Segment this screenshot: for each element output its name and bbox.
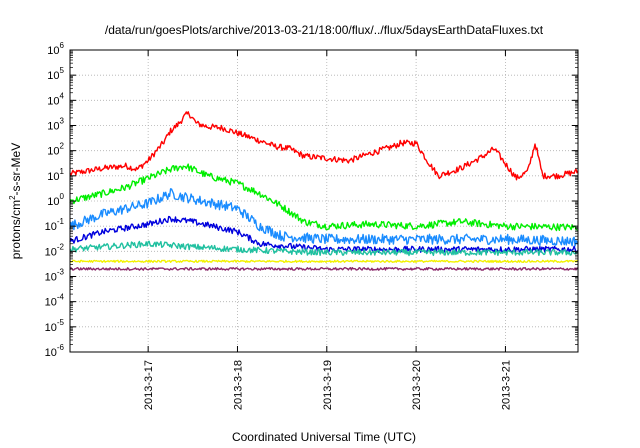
x-tick-label: 2013-3-18: [232, 360, 244, 410]
y-tick-label: 103: [47, 117, 64, 133]
y-tick-label: 10-5: [45, 318, 65, 334]
series-lines: [69, 111, 579, 271]
y-axis-label-post: -s-sr-MeV: [9, 143, 23, 196]
y-tick-label: 104: [47, 91, 64, 107]
y-tick-label: 10-4: [45, 293, 65, 309]
y-tick-label: 100: [47, 192, 64, 208]
x-tick-label: 2013-3-19: [322, 360, 334, 410]
y-tick-label: 10-1: [45, 217, 65, 233]
x-axis-label: Coordinated Universal Time (UTC): [232, 430, 416, 444]
y-tick-label: 102: [47, 142, 64, 158]
y-tick-label: 106: [47, 41, 64, 57]
y-tick-label: 10-6: [45, 343, 65, 359]
x-tick-label: 2013-3-20: [411, 360, 423, 410]
series-line-2: [69, 163, 579, 232]
series-line-3: [69, 188, 579, 247]
series-line-7: [69, 267, 579, 271]
x-tick-label: 2013-3-17: [143, 360, 155, 410]
y-tick-label: 105: [47, 66, 64, 82]
y-axis-ticks: 10-6 10-5 10-4 10-3 10-2 10-1 100 101 102 103 104 1…: [45, 41, 578, 359]
y-tick-label: 10-2: [45, 242, 65, 258]
chart-title: /data/run/goesPlots/archive/2013-03-21/1…: [105, 23, 544, 37]
series-line-5: [69, 240, 579, 257]
x-axis-ticks: 2013-3-17 2013-3-18 2013-3-19 2013-3-20 2013…: [143, 50, 512, 410]
y-tick-label: 10-3: [45, 268, 65, 284]
y-axis-label-pre: protons/cm: [9, 200, 23, 259]
y-axis-label: protons/cm2-s-sr-MeV: [8, 143, 23, 259]
series-line-4: [69, 215, 579, 253]
x-tick-label: 2013-3-21: [500, 360, 512, 410]
y-axis-label-sup: 2: [8, 195, 17, 200]
y-tick-label: 101: [47, 167, 64, 183]
series-line-6: [69, 259, 578, 264]
series-line-1: [69, 111, 579, 181]
